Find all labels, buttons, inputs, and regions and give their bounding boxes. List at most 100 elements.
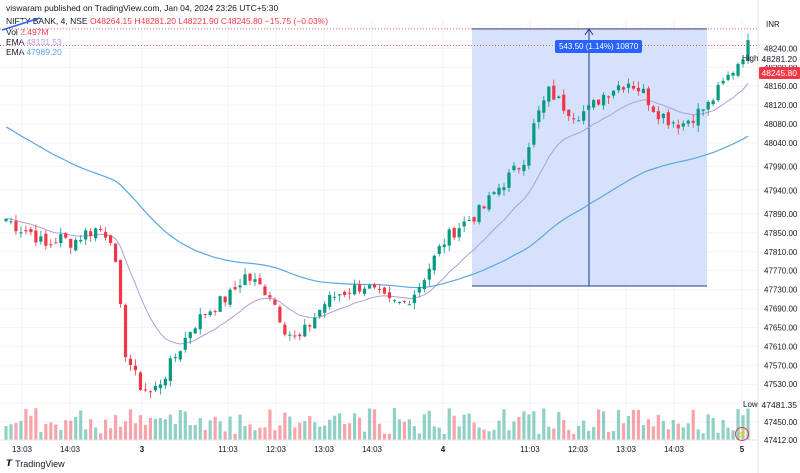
- volume-bar: [14, 423, 18, 440]
- candle-body: [54, 242, 58, 244]
- candle-body: [318, 309, 322, 317]
- candle-body: [198, 314, 202, 330]
- volume-bars: [4, 408, 750, 440]
- volume-bar: [557, 412, 561, 440]
- volume-bar: [357, 417, 362, 440]
- settings-icon[interactable]: ⚡: [735, 427, 749, 441]
- candle-body: [367, 285, 372, 289]
- candle-body: [681, 123, 685, 127]
- candle-body: [402, 301, 406, 303]
- volume-bar: [123, 421, 128, 440]
- volume-bar: [263, 427, 267, 440]
- measure-label: 543.50 (1.14%) 10870: [555, 40, 643, 53]
- volume-bar: [377, 423, 382, 440]
- candle-body: [153, 386, 157, 391]
- candle-body: [542, 100, 546, 113]
- volume-bar: [94, 427, 98, 440]
- volume-bar: [467, 413, 471, 440]
- volume-bar: [308, 415, 312, 440]
- volume-bar: [606, 431, 611, 440]
- volume-bar: [701, 433, 705, 440]
- volume-bar: [362, 431, 367, 440]
- y-tick-label: 47940.00: [764, 186, 798, 195]
- candle-body: [89, 231, 93, 236]
- currency-label[interactable]: INR: [766, 20, 780, 29]
- volume-bar: [49, 422, 53, 440]
- volume-bar: [293, 427, 297, 440]
- volume-bar: [552, 428, 556, 440]
- high-value-tag: 48281.20: [758, 53, 800, 65]
- candle-body: [352, 284, 357, 295]
- ema-fast-label[interactable]: EMA: [6, 37, 24, 47]
- drawing-line: [1, 17, 41, 31]
- candle-body: [29, 229, 33, 233]
- symbol-name[interactable]: NIFTY BANK, 4, NSE: [6, 16, 88, 26]
- candle-body: [611, 90, 616, 96]
- volume-bar: [158, 418, 162, 440]
- volume-bar: [348, 423, 352, 440]
- volume-bar: [238, 414, 242, 440]
- volume-bar: [402, 421, 406, 440]
- candle-body: [721, 80, 725, 84]
- volume-bar: [661, 420, 665, 440]
- candle-body: [417, 287, 421, 293]
- candle-body: [631, 85, 636, 89]
- volume-bar: [641, 425, 646, 440]
- y-tick-label: 47530.00: [764, 380, 798, 389]
- ema-slow-label[interactable]: EMA: [6, 47, 24, 57]
- candle-body: [442, 244, 446, 248]
- x-tick-label: 13:03: [12, 445, 33, 454]
- candle-body: [437, 246, 441, 255]
- candle-body: [557, 96, 561, 98]
- y-tick-label: 48080.00: [764, 120, 798, 129]
- candle-body: [532, 123, 536, 145]
- y-tick-label: 48120.00: [764, 101, 798, 110]
- volume-bar: [472, 422, 476, 440]
- volume-bar: [572, 433, 576, 440]
- volume-bar: [253, 430, 257, 440]
- volume-label[interactable]: Vol: [6, 27, 18, 37]
- volume-bar: [522, 411, 526, 440]
- candle-body: [651, 106, 655, 112]
- symbol-ohlc-line: NIFTY BANK, 4, NSE O48264.15 H48281.20 L…: [6, 16, 328, 26]
- x-tick-label: 14:03: [362, 445, 383, 454]
- volume-bar: [487, 431, 491, 440]
- y-tick-label: 47810.00: [764, 248, 798, 257]
- volume-bar: [507, 430, 511, 440]
- candle-body: [407, 304, 411, 306]
- volume-bar: [278, 425, 282, 440]
- candle-body: [99, 228, 103, 230]
- tradingview-logo[interactable]: 𝙏 TradingView: [6, 458, 65, 469]
- ema-lines: [5, 83, 749, 345]
- low-value-tag: 47481.35: [758, 399, 800, 411]
- candle-body: [646, 88, 651, 106]
- candle-body: [178, 351, 182, 360]
- volume-bar: [417, 433, 421, 440]
- volume-bar: [666, 429, 670, 440]
- candle-body: [208, 311, 212, 316]
- ema-fast-value: 48131.53: [26, 37, 62, 47]
- candle-body: [477, 205, 481, 223]
- volume-bar: [427, 410, 431, 440]
- candle-body: [616, 85, 621, 91]
- volume-bar: [84, 429, 88, 440]
- volume-bar: [387, 433, 392, 440]
- candle-body: [148, 391, 153, 393]
- candle-body: [382, 287, 387, 294]
- candle-body: [4, 218, 8, 222]
- volume-bar: [587, 430, 591, 440]
- candle-body: [158, 384, 162, 389]
- x-tick-label: 3: [140, 445, 145, 454]
- volume-bar: [59, 429, 63, 440]
- candle-body: [333, 296, 337, 298]
- x-tick-label: 13:03: [616, 445, 637, 454]
- candle-body: [64, 233, 68, 238]
- high-label: High: [742, 54, 759, 63]
- volume-bar: [143, 424, 148, 440]
- candle-body: [676, 124, 680, 129]
- volume-bar: [54, 424, 58, 440]
- volume-bar: [203, 429, 207, 440]
- candle-body: [696, 108, 700, 126]
- volume-bar: [422, 414, 426, 440]
